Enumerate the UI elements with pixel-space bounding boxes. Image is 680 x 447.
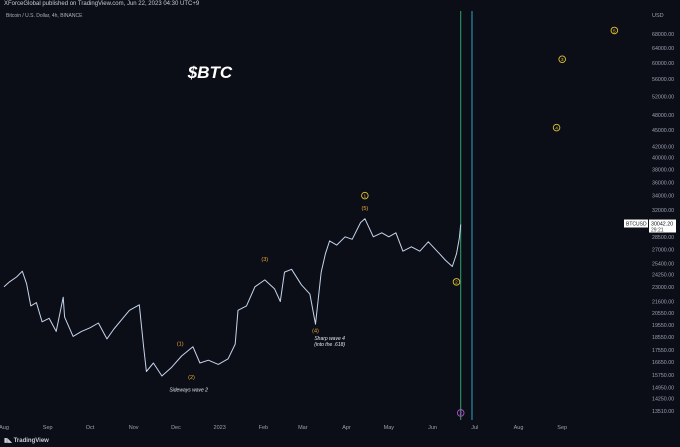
symbol-description: Bitcoin / U.S. Dollar, 4h, BINANCE — [6, 13, 83, 19]
wave-circle-marker — [558, 55, 566, 63]
y-tick-label: 40000.00 — [652, 156, 674, 162]
wave-circle-label: 5 — [613, 28, 616, 34]
y-tick-label: 14250.00 — [652, 397, 674, 403]
x-tick-label: Mar — [298, 425, 308, 431]
price-series-line[interactable] — [3, 218, 462, 377]
y-tick-label: 36000.00 — [652, 180, 674, 186]
wave-circle-label: 2 — [455, 280, 458, 286]
x-tick-label: Apr — [342, 425, 351, 431]
y-tick-label: 45000.00 — [652, 128, 674, 134]
y-tick-label: 32000.00 — [652, 208, 674, 214]
wave-label: (2) — [188, 375, 195, 381]
y-tick-label: 23000.00 — [652, 285, 674, 291]
y-tick-label: 64000.00 — [652, 46, 674, 52]
wave-circle-marker — [361, 191, 369, 200]
current-price-box — [649, 219, 676, 233]
y-tick-label: 19550.00 — [652, 323, 674, 329]
chart-annotation: Sideways wave 2 — [169, 387, 208, 393]
y-tick-label: 68000.00 — [652, 32, 674, 38]
chart-title: $BTC — [187, 63, 233, 82]
y-tick-label: 28500.00 — [652, 235, 674, 241]
x-tick-label: 2023 — [214, 425, 226, 431]
wave-circle-label: 2 — [459, 411, 462, 417]
symbol-tag-box — [624, 219, 648, 228]
wave-label: (1) — [177, 341, 184, 347]
y-tick-label: 21600.00 — [652, 300, 674, 306]
tradingview-brand: TradingView — [13, 438, 49, 444]
tradingview-logo: ▮◣ TradingView — [4, 437, 49, 444]
chart-annotation: (into the .618) — [314, 342, 345, 348]
wave-label: (4) — [312, 329, 319, 335]
y-tick-label: 25400.00 — [652, 262, 674, 268]
x-tick-label: Nov — [129, 425, 139, 431]
y-tick-label: 24250.00 — [652, 272, 674, 278]
chart-annotation: Sharp wave 4 — [314, 336, 345, 342]
x-tick-label: Jun — [428, 425, 437, 431]
publisher-line: XForceGlobal published on TradingView.co… — [4, 1, 200, 7]
current-price-value: 30042.20 — [651, 222, 673, 228]
wave-circle-label: 1 — [364, 193, 367, 199]
y-tick-label: 18550.00 — [652, 335, 674, 341]
x-tick-label: Jul — [471, 425, 478, 431]
footer-bar: ▮◣ TradingView — [0, 433, 680, 447]
y-tick-label: 16650.00 — [652, 360, 674, 366]
wave-circle-marker — [610, 26, 619, 35]
x-tick-label: Dec — [171, 425, 181, 431]
y-tick-label: 27000.00 — [652, 247, 674, 253]
wave-label: (5) — [361, 206, 368, 212]
bar-countdown-timer: 29:21 — [651, 228, 664, 234]
x-tick-label: Sep — [43, 425, 53, 431]
y-tick-label: 20550.00 — [652, 311, 674, 317]
wave-circle-label: 3 — [561, 57, 564, 63]
x-tick-label: May — [384, 425, 395, 431]
y-tick-label: 14950.00 — [652, 385, 674, 391]
x-tick-label: Oct — [86, 425, 95, 431]
symbol-tag: BTCUSD — [626, 222, 647, 228]
x-tick-label: Aug — [0, 425, 9, 431]
x-tick-label: Feb — [259, 425, 268, 431]
tradingview-logo-icon: ▮◣ — [4, 438, 14, 444]
wave-circle-marker — [456, 409, 465, 417]
wave-circle-marker — [452, 278, 461, 286]
wave-circle-marker — [552, 123, 561, 132]
y-tick-label: 34000.00 — [652, 194, 674, 200]
wave-label: (3) — [261, 257, 268, 263]
y-tick-label: 60000.00 — [652, 61, 674, 67]
y-tick-label: 15750.00 — [652, 373, 674, 379]
y-tick-label: 38000.00 — [652, 168, 674, 174]
currency-label: USD — [652, 13, 664, 19]
wave-circle-label: 4 — [555, 125, 558, 131]
y-tick-label: 42000.00 — [652, 144, 674, 150]
y-tick-label: 48000.00 — [652, 113, 674, 119]
x-tick-label: Aug — [514, 425, 524, 431]
y-tick-label: 17550.00 — [652, 348, 674, 354]
y-tick-label: 52000.00 — [652, 94, 674, 100]
y-tick-label: 13510.00 — [652, 409, 674, 415]
x-tick-label: Sep — [557, 425, 567, 431]
y-tick-label: 56000.00 — [652, 77, 674, 83]
top-bar: XForceGlobal published on TradingView.co… — [0, 0, 680, 11]
plot-background — [0, 11, 680, 433]
